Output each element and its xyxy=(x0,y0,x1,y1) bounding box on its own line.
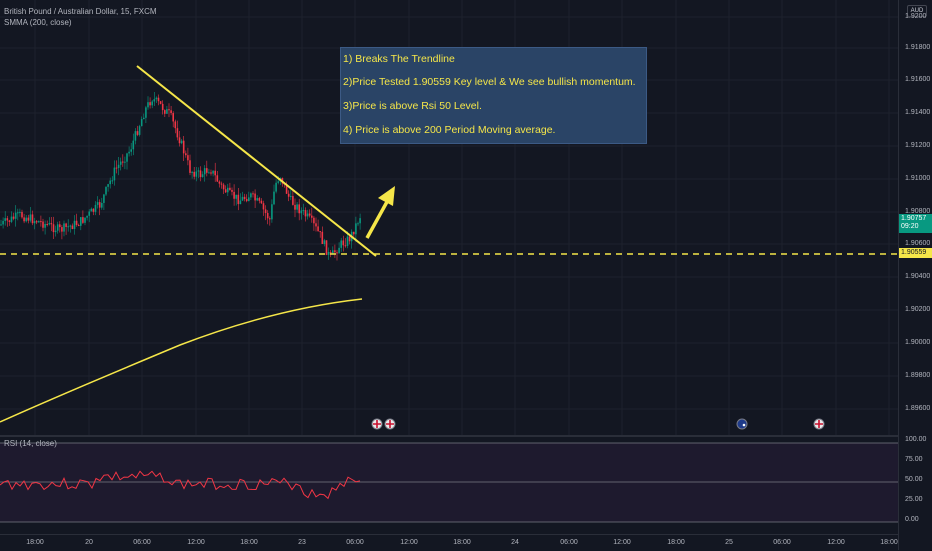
au-flag-icon xyxy=(736,418,748,430)
rsi-line xyxy=(0,470,361,500)
key-level-tag[interactable]: 1.90559 xyxy=(899,248,932,258)
rsi-tick: 75.00 xyxy=(905,456,923,463)
rsi-band xyxy=(0,443,898,522)
time-label: 12:00 xyxy=(613,539,631,546)
rsi-tick: 50.00 xyxy=(905,476,923,483)
time-label: 06:00 xyxy=(773,539,791,546)
current-price-value: 1.90757 xyxy=(901,215,927,222)
currency-badge[interactable]: AUD xyxy=(907,5,927,17)
smma-indicator-label[interactable]: SMMA (200, close) xyxy=(4,18,72,27)
arrow-up-icon xyxy=(365,186,395,239)
current-price-tag[interactable]: 1.90757 09:20 xyxy=(899,214,932,233)
time-label: 18:00 xyxy=(453,539,471,546)
time-label: 23 xyxy=(298,539,306,546)
time-label: 12:00 xyxy=(187,539,205,546)
time-label: 24 xyxy=(511,539,519,546)
time-label: 06:00 xyxy=(346,539,364,546)
pane-divider[interactable] xyxy=(0,435,932,437)
time-label: 18:00 xyxy=(240,539,258,546)
time-label: 06:00 xyxy=(560,539,578,546)
price-scale[interactable]: AUD 1.9200 1.91800 1.91600 1.91400 1.912… xyxy=(898,0,932,550)
time-label: 06:00 xyxy=(133,539,151,546)
time-label: 18:00 xyxy=(667,539,685,546)
uk-flag-icon xyxy=(384,418,396,430)
price-tick: 1.9200 xyxy=(905,13,927,20)
time-label: 12:00 xyxy=(400,539,418,546)
price-tick: 1.90000 xyxy=(905,339,931,346)
time-label: 25 xyxy=(725,539,733,546)
time-label: 18:00 xyxy=(26,539,44,546)
rsi-tick: 25.00 xyxy=(905,496,923,503)
price-tick: 1.91600 xyxy=(905,76,931,83)
price-tick: 1.89800 xyxy=(905,372,931,379)
smma-line xyxy=(0,298,363,423)
rsi-canvas[interactable] xyxy=(0,437,898,534)
price-tick: 1.90800 xyxy=(905,208,931,215)
uk-flag-icon xyxy=(371,418,383,430)
annotation-line-2: 2)Price Tested 1.90559 Key level & We se… xyxy=(343,76,636,88)
price-tick: 1.90600 xyxy=(905,240,931,247)
candlestick-series xyxy=(0,92,361,261)
annotation-line-1: 1) Breaks The Trendline xyxy=(343,53,455,65)
rsi-tick: 100.00 xyxy=(905,436,927,443)
price-tick: 1.91200 xyxy=(905,142,931,149)
main-chart-pane[interactable]: British Pound / Australian Dollar, 15, F… xyxy=(0,0,898,435)
symbol-title[interactable]: British Pound / Australian Dollar, 15, F… xyxy=(4,7,157,16)
annotation-box[interactable]: 1) Breaks The Trendline 2)Price Tested 1… xyxy=(340,47,647,144)
price-tick: 1.91000 xyxy=(905,175,931,182)
price-tick: 1.89600 xyxy=(905,405,931,412)
time-label: 12:00 xyxy=(827,539,845,546)
bar-countdown: 09:20 xyxy=(901,223,919,230)
event-flag-icons xyxy=(371,418,825,430)
rsi-pane[interactable]: RSI (14, close) xyxy=(0,437,898,534)
time-label: 18:00 xyxy=(880,539,898,546)
annotation-line-4: 4) Price is above 200 Period Moving aver… xyxy=(343,124,556,136)
time-label: 20 xyxy=(85,539,93,546)
annotation-line-3: 3)Price is above Rsi 50 Level. xyxy=(343,100,482,112)
price-tick: 1.91800 xyxy=(905,44,931,51)
rsi-label[interactable]: RSI (14, close) xyxy=(4,439,57,448)
rsi-tick: 0.00 xyxy=(905,516,919,523)
trendline[interactable] xyxy=(136,65,377,257)
price-tick: 1.90400 xyxy=(905,273,931,280)
price-tick: 1.91400 xyxy=(905,109,931,116)
price-tick: 1.90200 xyxy=(905,306,931,313)
uk-flag-icon xyxy=(813,418,825,430)
time-axis[interactable]: 18:00 20 06:00 12:00 18:00 23 06:00 12:0… xyxy=(0,534,898,551)
